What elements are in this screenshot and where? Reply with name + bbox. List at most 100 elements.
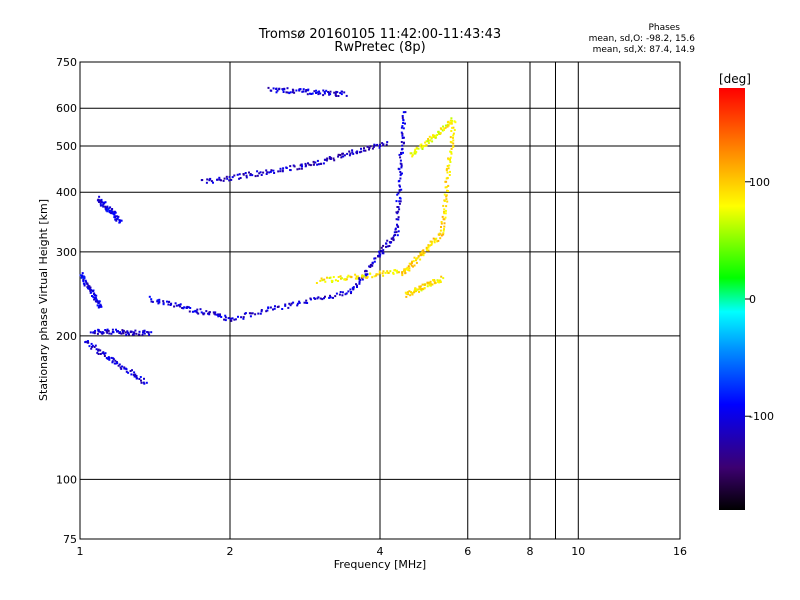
data-point xyxy=(350,292,352,295)
data-point xyxy=(106,328,109,331)
data-point xyxy=(265,173,268,175)
data-point xyxy=(345,292,348,295)
data-point xyxy=(304,162,307,165)
data-point xyxy=(96,300,99,303)
data-point xyxy=(349,152,352,155)
data-point xyxy=(142,331,144,334)
data-point xyxy=(325,89,328,92)
data-point xyxy=(437,233,440,236)
data-point xyxy=(420,289,423,292)
data-point xyxy=(134,329,137,332)
data-point xyxy=(387,272,390,274)
data-point xyxy=(418,290,420,293)
data-point xyxy=(415,151,418,153)
data-point xyxy=(445,205,448,208)
data-point xyxy=(208,313,211,316)
data-point xyxy=(248,171,250,174)
data-point xyxy=(323,92,326,95)
data-point xyxy=(279,167,282,170)
data-point xyxy=(393,234,396,237)
data-point xyxy=(208,178,211,181)
data-point xyxy=(392,272,395,275)
data-point xyxy=(199,308,202,311)
data-point xyxy=(116,217,119,220)
data-point xyxy=(202,313,205,316)
data-point xyxy=(90,347,93,350)
data-point xyxy=(337,153,340,156)
data-point xyxy=(95,348,98,351)
data-point xyxy=(148,333,151,336)
data-point xyxy=(404,291,407,294)
data-point xyxy=(296,304,299,307)
data-point xyxy=(99,202,102,205)
data-point xyxy=(200,311,203,314)
data-point xyxy=(401,272,404,275)
data-point xyxy=(258,172,261,175)
data-point xyxy=(324,295,326,298)
data-point xyxy=(111,360,114,363)
phases-o-stats: mean, sd,O: -98.2, 15.6 xyxy=(588,34,695,44)
data-point xyxy=(427,138,430,140)
data-point xyxy=(108,332,111,335)
data-point xyxy=(312,160,315,163)
data-point xyxy=(114,211,117,214)
data-point xyxy=(274,305,276,308)
data-point xyxy=(111,361,114,364)
data-point xyxy=(96,304,99,307)
y-tick-label: 500 xyxy=(56,140,77,153)
data-point xyxy=(409,294,412,297)
data-point xyxy=(319,279,322,282)
data-point xyxy=(395,200,398,203)
data-point xyxy=(117,330,119,333)
data-point xyxy=(408,269,411,272)
data-point xyxy=(92,290,94,292)
data-point xyxy=(360,147,362,150)
data-point xyxy=(119,332,122,335)
data-point xyxy=(240,316,243,319)
data-point xyxy=(427,139,430,142)
data-point xyxy=(281,308,284,310)
data-point xyxy=(102,203,105,206)
data-point xyxy=(225,175,228,178)
data-point xyxy=(117,215,120,218)
data-point xyxy=(249,174,252,177)
data-point xyxy=(401,125,404,128)
data-point xyxy=(88,287,91,290)
data-point xyxy=(238,173,241,176)
data-point xyxy=(135,332,138,335)
data-point xyxy=(338,293,341,296)
data-point xyxy=(413,264,416,267)
data-point xyxy=(364,149,367,152)
data-point xyxy=(112,331,115,334)
data-point xyxy=(437,132,440,135)
data-point xyxy=(130,373,133,376)
data-point xyxy=(270,89,273,92)
data-point xyxy=(441,215,444,218)
data-point xyxy=(400,153,403,155)
data-point xyxy=(400,166,403,169)
data-point xyxy=(273,172,276,174)
data-point xyxy=(449,119,452,122)
data-point xyxy=(402,127,405,130)
data-point xyxy=(323,91,326,93)
data-point xyxy=(352,286,355,289)
data-point xyxy=(445,167,448,170)
data-point xyxy=(87,340,89,343)
data-point xyxy=(288,302,291,305)
data-point xyxy=(138,378,141,380)
data-point xyxy=(97,353,100,355)
data-point xyxy=(417,288,420,291)
data-point xyxy=(443,212,446,215)
data-point xyxy=(126,330,129,333)
data-point xyxy=(284,304,287,307)
data-point xyxy=(206,178,209,181)
data-point xyxy=(401,172,403,175)
data-point xyxy=(408,290,411,293)
data-point xyxy=(406,291,409,294)
data-point xyxy=(431,283,434,286)
data-point xyxy=(442,218,445,221)
data-point xyxy=(222,179,225,182)
data-point xyxy=(102,351,105,354)
data-point xyxy=(364,276,367,279)
